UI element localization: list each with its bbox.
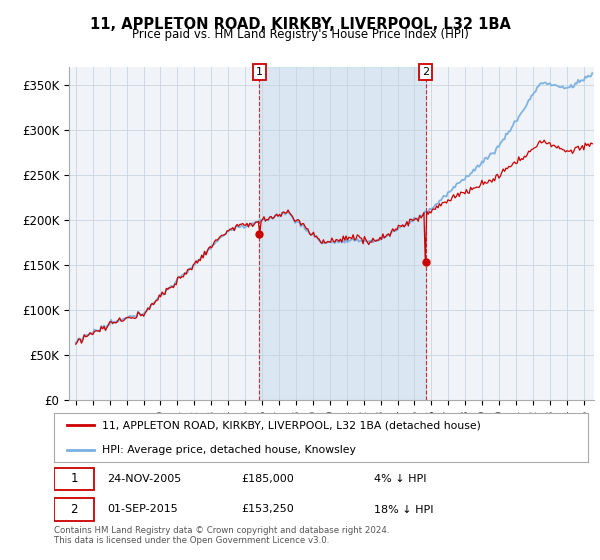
Text: 2: 2 <box>70 503 78 516</box>
Text: 18% ↓ HPI: 18% ↓ HPI <box>374 505 434 515</box>
Text: 1: 1 <box>256 67 263 77</box>
Text: 1: 1 <box>70 473 78 486</box>
Bar <box>259 67 426 400</box>
Text: £185,000: £185,000 <box>241 474 293 484</box>
Text: 4% ↓ HPI: 4% ↓ HPI <box>374 474 427 484</box>
Text: Contains HM Land Registry data © Crown copyright and database right 2024.: Contains HM Land Registry data © Crown c… <box>54 526 389 535</box>
Text: This data is licensed under the Open Government Licence v3.0.: This data is licensed under the Open Gov… <box>54 536 329 545</box>
FancyBboxPatch shape <box>54 498 94 521</box>
Text: 2: 2 <box>422 67 430 77</box>
Text: HPI: Average price, detached house, Knowsley: HPI: Average price, detached house, Know… <box>102 445 356 455</box>
Text: Price paid vs. HM Land Registry's House Price Index (HPI): Price paid vs. HM Land Registry's House … <box>131 28 469 41</box>
Text: £153,250: £153,250 <box>241 505 293 515</box>
Text: 24-NOV-2005: 24-NOV-2005 <box>107 474 182 484</box>
Text: 11, APPLETON ROAD, KIRKBY, LIVERPOOL, L32 1BA: 11, APPLETON ROAD, KIRKBY, LIVERPOOL, L3… <box>89 17 511 32</box>
Text: 11, APPLETON ROAD, KIRKBY, LIVERPOOL, L32 1BA (detached house): 11, APPLETON ROAD, KIRKBY, LIVERPOOL, L3… <box>102 420 481 430</box>
Text: 01-SEP-2015: 01-SEP-2015 <box>107 505 178 515</box>
FancyBboxPatch shape <box>54 468 94 490</box>
